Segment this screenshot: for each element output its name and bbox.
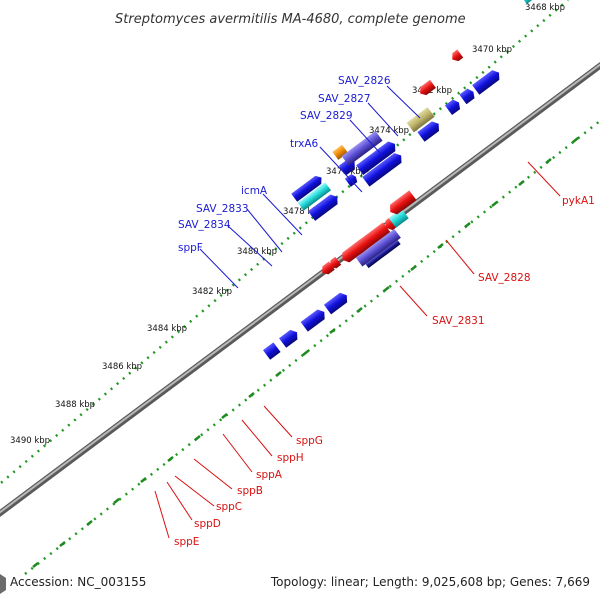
ruler-major-ticks: [32, 137, 579, 568]
gene-arrow-rev[interactable]: [449, 49, 464, 64]
gene-label[interactable]: SAV_2834: [178, 219, 231, 231]
gene-labels-forward: SAV_2826 SAV_2827 SAV_2829 trxA6 icmA SA…: [178, 75, 391, 254]
gene-label[interactable]: trxA6: [290, 138, 319, 150]
gene-arrow-fwd[interactable]: [356, 139, 398, 175]
genome-backbone: [0, 61, 600, 518]
gene-arrow-rev[interactable]: [387, 190, 417, 216]
gene-arrow-fwd[interactable]: [444, 98, 463, 116]
gene-label[interactable]: pykA1: [562, 195, 595, 207]
gene-label[interactable]: sppG: [296, 435, 323, 447]
ruler-tick-labels: 3468 kbp 3470 kbp 3472 kbp 3474 kbp 3476…: [10, 3, 565, 446]
label-leader-lines-blue: [199, 85, 421, 289]
gene-label[interactable]: SAV_2831: [432, 315, 485, 327]
rna-feature-cyan[interactable]: [388, 208, 409, 228]
gene-arrow-rev[interactable]: [349, 240, 366, 257]
pseudo-feature-olive[interactable]: [406, 107, 435, 133]
gene-label[interactable]: sppH: [277, 452, 304, 464]
gene-label[interactable]: sppF: [178, 242, 203, 254]
gene-arrow-fwd[interactable]: [362, 151, 404, 187]
gene-arrow-rev[interactable]: [319, 261, 335, 277]
gene-label[interactable]: icmA: [241, 185, 268, 197]
gene-arrow-rev[interactable]: [327, 256, 342, 271]
gene-arrow-fwd[interactable]: [472, 68, 502, 95]
gene-labels-reverse: pykA1 SAV_2828 SAV_2831 sppG sppH sppA s…: [174, 195, 595, 548]
reverse-features: [319, 0, 571, 277]
ruler-track-lower: [24, 119, 600, 575]
gene-label[interactable]: SAV_2828: [478, 272, 531, 284]
gene-arrow-rev[interactable]: [417, 79, 436, 98]
gene-arrow-fwd[interactable]: [323, 290, 350, 315]
gene-label[interactable]: sppE: [174, 536, 199, 548]
gene-arrow-fwd[interactable]: [300, 307, 328, 332]
tick-3490: 3490 kbp: [10, 436, 50, 446]
rna-feature-indigo[interactable]: [341, 131, 383, 166]
tick-3486: 3486 kbp: [102, 362, 142, 372]
gene-arrow-fwd[interactable]: [459, 87, 477, 105]
rna-feature-indigo[interactable]: [355, 228, 401, 267]
gene-arrow-fwd[interactable]: [307, 192, 341, 221]
gene-arrow-fwd[interactable]: [262, 342, 281, 360]
genome-summary-text: Topology: linear; Length: 9,025,608 bp; …: [270, 575, 590, 589]
map-title: Streptomyces avermitilis MA-4680, comple…: [115, 12, 466, 27]
tick-3484: 3484 kbp: [147, 324, 187, 334]
rna-feature-navy[interactable]: [365, 240, 401, 269]
rna-feature-cyan[interactable]: [297, 182, 332, 211]
orange-feature[interactable]: [332, 144, 348, 160]
gene-label[interactable]: SAV_2829: [300, 110, 353, 122]
tick-3488: 3488 kbp: [55, 400, 95, 410]
gene-label[interactable]: SAV_2827: [318, 93, 371, 105]
footer: Accession: NC_003155 Topology: linear; L…: [0, 574, 590, 594]
gene-label[interactable]: sppA: [256, 469, 283, 481]
tick-3472: 3472 kbp: [412, 86, 452, 96]
gene-arrow-rev[interactable]: [353, 222, 391, 254]
forward-features: [262, 68, 502, 360]
scroll-handle-icon[interactable]: [0, 574, 6, 594]
gene-arrow-fwd[interactable]: [291, 173, 324, 202]
tick-3478: 3478 kbp: [283, 207, 323, 217]
tick-3482: 3482 kbp: [192, 287, 232, 297]
ruler-track-upper: [0, 0, 569, 486]
tick-3470: 3470 kbp: [472, 45, 512, 55]
tick-3468: 3468 kbp: [525, 3, 565, 13]
gene-label[interactable]: sppB: [237, 485, 263, 497]
label-leader-lines-red: [154, 161, 561, 539]
gene-label[interactable]: SAV_2826: [338, 75, 391, 87]
gene-arrow-fwd[interactable]: [417, 119, 442, 142]
gene-label[interactable]: sppC: [216, 501, 242, 513]
tick-3474: 3474 kbp: [369, 126, 409, 136]
gene-label[interactable]: sppD: [194, 518, 221, 530]
gene-arrow-fwd[interactable]: [279, 327, 301, 348]
gene-label[interactable]: SAV_2833: [196, 203, 249, 215]
accession-text: Accession: NC_003155: [10, 575, 146, 589]
